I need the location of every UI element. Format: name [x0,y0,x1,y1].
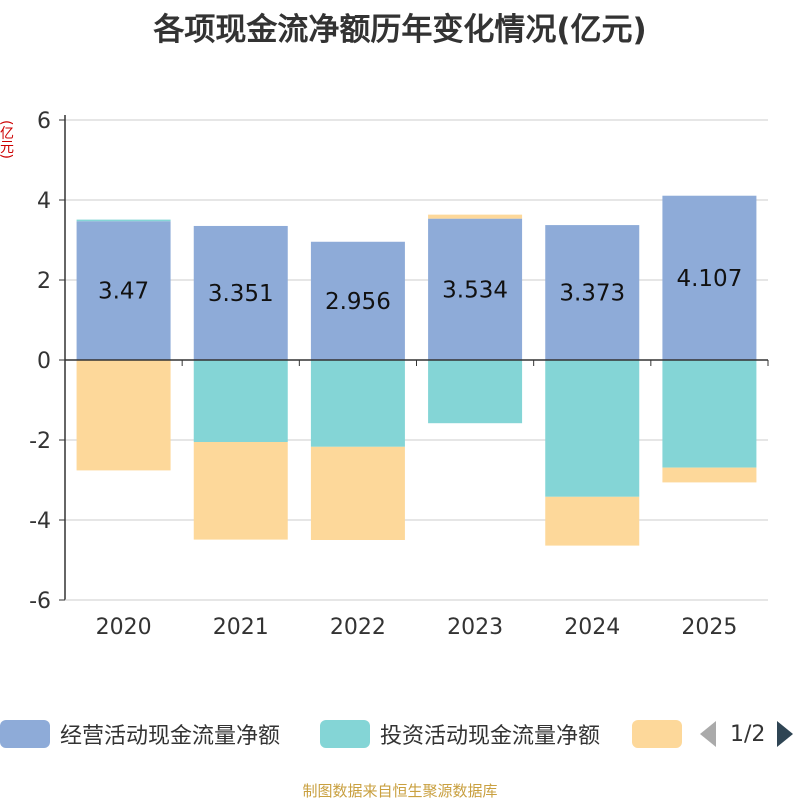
x-tick-label: 2022 [330,615,386,640]
x-tick-label: 2025 [681,615,737,640]
legend-swatch-financing [632,720,682,748]
bar-2020-series-2[interactable] [76,360,171,471]
chart-title: 各项现金流净额历年变化情况(亿元) [153,12,647,48]
x-tick-label: 2024 [564,615,620,640]
bar-2023-series-1[interactable] [428,360,523,424]
bar-chart: 6 4 2 0 -2 -4 -6 3.47 2020 3.351 2021 2.956 2022 3.53… [29,109,769,640]
bar-2022-series-1[interactable] [310,360,405,447]
bar-2021-series-2[interactable] [193,442,288,540]
legend-item-financing[interactable] [632,716,682,752]
x-tick-label: 2021 [213,615,269,640]
bar-2023-series-2[interactable] [428,214,523,219]
y-tick-label: -6 [29,589,51,614]
bar-2024-series-0[interactable] [545,225,640,360]
x-tick-label: 2023 [447,615,503,640]
legend-page-indicator: 1/2 [730,721,766,747]
legend-pager: 1/2 [700,716,794,752]
data-label: 3.534 [442,277,508,303]
bar-2025-series-2[interactable] [662,467,757,483]
legend-label-operating: 经营活动现金流量净额 [60,724,281,749]
legend-item-investing[interactable]: 投资活动现金流量净额 [320,716,600,752]
legend: 经营活动现金流量净额 投资活动现金流量净额 [0,716,800,752]
y-tick-label: 0 [37,349,51,374]
bar-2025-series-0[interactable] [662,195,757,360]
data-label: 3.373 [559,281,625,307]
legend-swatch-investing [320,720,370,748]
source-note: 制图数据来自恒生聚源数据库 [302,782,498,800]
y-axis-unit-label: (亿元) [0,120,14,159]
data-label: 3.351 [208,281,274,307]
x-tick-label: 2020 [96,615,152,640]
legend-swatch-operating [0,720,50,748]
bar-2024-series-1[interactable] [545,360,640,497]
bar-2022-series-0[interactable] [310,241,405,360]
legend-next-page-icon[interactable] [777,721,794,747]
y-tick-label: 6 [37,109,51,134]
data-label: 4.107 [676,266,742,292]
bar-2020-series-0[interactable] [76,221,171,360]
data-label: 2.956 [325,289,391,315]
bar-2025-series-1[interactable] [662,360,757,468]
data-label: 3.47 [98,279,149,305]
bar-2020-series-1[interactable] [76,219,171,222]
bar-2024-series-2[interactable] [545,496,640,546]
bar-2021-series-0[interactable] [193,225,288,360]
bar-2022-series-2[interactable] [310,446,405,540]
y-tick-label: 2 [37,269,51,294]
y-tick-label: -4 [29,509,51,534]
y-tick-label: -2 [29,429,51,454]
y-tick-label: 4 [37,189,51,214]
bar-2021-series-1[interactable] [193,360,288,442]
legend-item-operating[interactable]: 经营活动现金流量净额 [0,716,280,752]
legend-prev-page-icon[interactable] [700,721,716,747]
bar-2023-series-0[interactable] [428,218,523,360]
legend-label-investing: 投资活动现金流量净额 [380,724,601,749]
